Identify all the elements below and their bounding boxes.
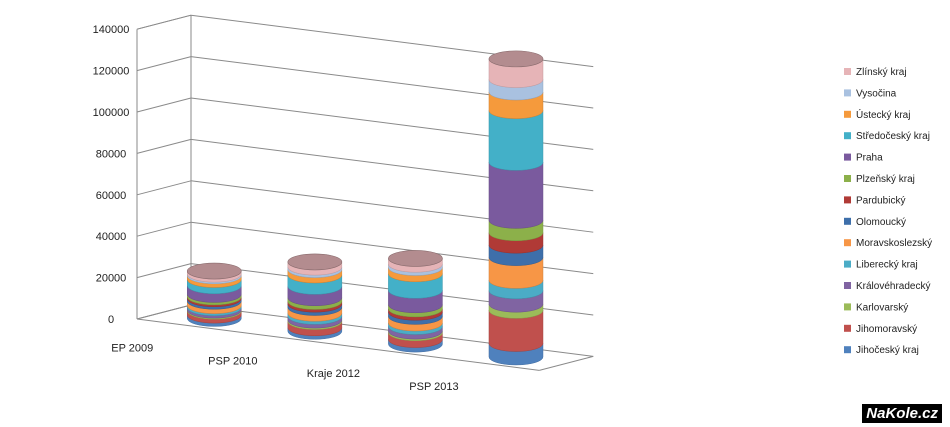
- legend-swatch: [844, 324, 851, 332]
- gridline-side: [136, 180, 192, 196]
- bar-segment: [488, 110, 544, 171]
- legend-swatch: [844, 132, 851, 140]
- legend-label: Vysočina: [856, 88, 897, 99]
- legend-label: Liberecký kraj: [856, 260, 918, 271]
- legend-swatch: [844, 89, 851, 97]
- x-tick-label: PSP 2010: [208, 355, 257, 367]
- y-tick-label: 20000: [96, 273, 127, 285]
- legend-label: Královéhradecký: [856, 281, 930, 292]
- gridline-side: [136, 263, 192, 279]
- gridline-side: [136, 304, 192, 320]
- x-axis-labels: EP 2009 PSP 2010 Kraje 2012 PSP 2013: [111, 342, 458, 393]
- legend-label: Ústecký kraj: [856, 108, 910, 121]
- bar-top-cap: [488, 50, 544, 68]
- legend-swatch: [844, 346, 851, 354]
- y-axis-ticks: 0 20000 40000 60000 80000 100000 120000 140000: [93, 24, 130, 326]
- gridline-side: [136, 14, 192, 30]
- legend-label: Moravskoslezský: [856, 238, 932, 249]
- legend-item: Zlínský kraj: [844, 67, 907, 78]
- legend-item: Liberecký kraj: [844, 260, 918, 271]
- legend-swatch: [844, 175, 851, 182]
- y-tick-label: 80000: [96, 148, 127, 160]
- legend-item: Pardubický: [844, 195, 905, 206]
- legend-item: Praha: [844, 153, 883, 164]
- x-tick-label: PSP 2013: [409, 381, 458, 393]
- gridline-side: [136, 97, 192, 113]
- y-tick-label: 120000: [93, 66, 130, 78]
- legend-swatch: [844, 217, 851, 225]
- legend-item: Karlovarský: [844, 302, 908, 313]
- legend-item: Královéhradecký: [844, 281, 930, 292]
- legend-label: Karlovarský: [856, 302, 908, 313]
- bars: [186, 50, 544, 366]
- legend-item: Moravskoslezský: [844, 238, 932, 249]
- legend-item: Vysočina: [844, 88, 897, 99]
- legend-label: Olomoucký: [856, 217, 906, 228]
- legend-swatch: [844, 303, 851, 311]
- gridline-side: [136, 138, 192, 154]
- y-tick-label: 40000: [96, 231, 127, 243]
- legend-label: Pardubický: [856, 195, 905, 206]
- legend-item: Plzeňský kraj: [844, 174, 915, 185]
- y-tick-label: 60000: [96, 190, 127, 202]
- watermark: NaKole.cz: [862, 404, 942, 423]
- legend-item: Středočeský kraj: [844, 131, 930, 142]
- legend-label: Jihomoravský: [856, 324, 917, 335]
- y-tick-label: 0: [108, 314, 114, 326]
- legend-label: Zlínský kraj: [856, 67, 907, 78]
- legend-label: Jihočeský kraj: [856, 345, 919, 356]
- legend-swatch: [844, 196, 851, 204]
- legend-swatch: [844, 68, 851, 75]
- legend-label: Praha: [856, 153, 883, 164]
- y-tick-label: 140000: [93, 24, 130, 36]
- bar-top-cap: [388, 250, 443, 267]
- legend-item: Ústecký kraj: [844, 108, 910, 121]
- legend-swatch: [844, 110, 851, 118]
- legend-swatch: [844, 153, 851, 161]
- bar-stack: [388, 250, 443, 353]
- legend-item: Jihočeský kraj: [844, 345, 919, 356]
- bar-stack: [287, 253, 343, 340]
- gridline-side: [136, 221, 192, 237]
- floor-right-edge: [539, 355, 594, 371]
- bar-stack: [186, 262, 242, 327]
- legend: Zlínský kraj Vysočina Ústecký kraj Středoče…: [844, 67, 932, 356]
- x-tick-label: Kraje 2012: [307, 368, 360, 380]
- bar-top-cap: [186, 262, 242, 280]
- legend-label: Plzeňský kraj: [856, 174, 915, 185]
- legend-swatch: [844, 282, 851, 289]
- legend-swatch: [844, 260, 851, 268]
- x-tick-label: EP 2009: [111, 342, 153, 354]
- y-tick-label: 100000: [93, 107, 130, 119]
- bar-stack: [488, 50, 544, 366]
- bar-segment: [488, 162, 544, 229]
- legend-swatch: [844, 239, 851, 247]
- floor-front-edge: [136, 318, 540, 371]
- gridline-side: [136, 56, 192, 72]
- legend-item: Olomoucký: [844, 217, 906, 228]
- bar-top-cap: [287, 253, 343, 271]
- legend-item: Jihomoravský: [844, 324, 917, 335]
- legend-label: Středočeský kraj: [856, 131, 930, 142]
